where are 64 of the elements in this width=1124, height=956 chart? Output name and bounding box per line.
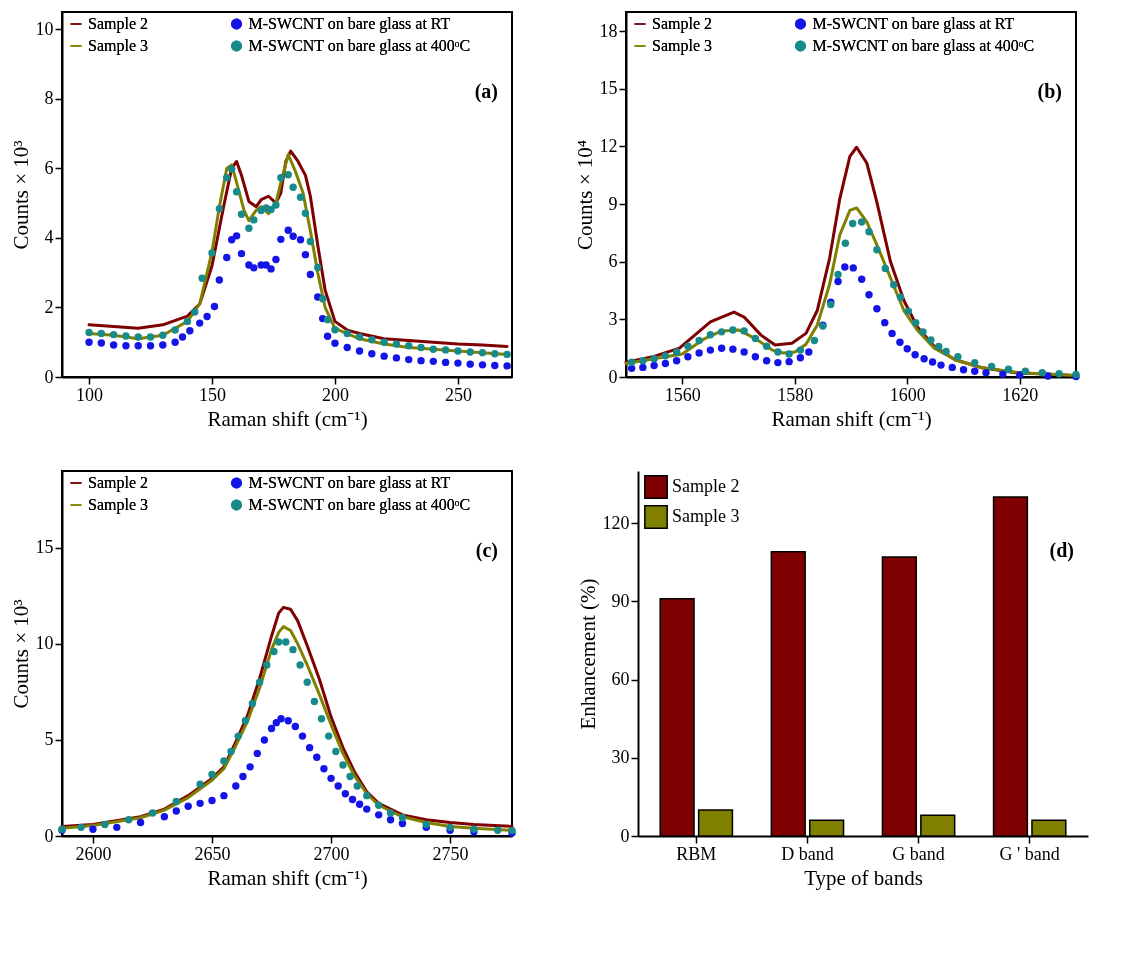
y-tick-label: 12 (599, 135, 618, 156)
x-axis-title: Type of bands (804, 865, 923, 890)
x-tick-label: D band (781, 843, 834, 864)
y-tick-label: 15 (599, 78, 618, 99)
x-tick-label: G ' band (999, 843, 1060, 864)
x-tick-label: 100 (76, 384, 104, 405)
x-tick-label: 2600 (75, 843, 112, 864)
x-tick-label: 1560 (664, 384, 701, 405)
legend-label: M-SWCNT on bare glass at RT (812, 15, 1015, 33)
legend-label: Sample 3 (88, 496, 148, 514)
y-tick-label: 6 (44, 157, 54, 178)
legend-label: Sample 2 (88, 15, 148, 33)
x-tick-label: RBM (676, 843, 717, 864)
annotation: (b) (1037, 80, 1062, 104)
legend-label: Sample 3 (652, 37, 712, 55)
legend-label: Sample 2 (88, 474, 148, 492)
legend-label: Sample 2 (652, 15, 712, 33)
y-tick-label: 8 (44, 88, 54, 109)
legend-label: M-SWCNT on bare glass at RT (248, 474, 451, 492)
y-tick-label: 5 (44, 729, 54, 750)
y-tick-label: 4 (44, 227, 54, 248)
x-axis-title: Raman shift (cm⁻¹) (207, 865, 368, 890)
y-tick-label: 60 (611, 669, 630, 690)
y-tick-label: 10 (35, 633, 54, 654)
y-tick-label: 90 (611, 590, 630, 611)
x-axis-title: Raman shift (cm⁻¹) (207, 406, 368, 431)
x-tick-label: 150 (199, 384, 226, 405)
x-tick-label: 1580 (777, 384, 814, 405)
y-tick-label: 120 (602, 512, 630, 533)
x-tick-label: 2700 (313, 843, 350, 864)
x-axis-title: Raman shift (cm⁻¹) (771, 406, 932, 431)
x-tick-label: 250 (444, 384, 472, 405)
x-tick-label: 2750 (432, 843, 469, 864)
legend-label: M-SWCNT on bare glass at 400ᵒC (248, 37, 471, 55)
legend-label: M-SWCNT on bare glass at 400ᵒC (812, 37, 1035, 55)
y-tick-label: 18 (599, 20, 618, 41)
y-tick-label: 3 (608, 308, 618, 329)
y-axis-title: Counts × 10³ (8, 599, 33, 709)
y-tick-label: 0 (44, 366, 54, 387)
x-tick-label: 200 (321, 384, 349, 405)
y-tick-label: 15 (35, 537, 54, 558)
annotation: (c) (475, 539, 498, 563)
y-tick-label: 9 (608, 193, 618, 214)
y-tick-label: 0 (620, 825, 630, 846)
x-tick-label: 1600 (889, 384, 926, 405)
y-tick-label: 10 (35, 18, 54, 39)
x-tick-label: 2650 (194, 843, 231, 864)
y-tick-label: 0 (608, 366, 618, 387)
x-tick-label: G band (892, 843, 945, 864)
y-tick-label: 30 (611, 747, 630, 768)
y-axis-title: Counts × 10⁴ (572, 139, 597, 251)
annotation: (d) (1049, 539, 1074, 563)
annotation: (a) (474, 80, 498, 104)
legend-label: Sample 3 (88, 37, 148, 55)
y-tick-label: 0 (44, 825, 54, 846)
y-axis-title: Enhancement (%) (575, 578, 600, 730)
legend-label: M-SWCNT on bare glass at RT (248, 15, 451, 33)
legend-label: Sample 2 (672, 476, 740, 496)
y-tick-label: 6 (608, 251, 618, 272)
y-axis-title: Counts × 10³ (8, 140, 33, 250)
legend-label: M-SWCNT on bare glass at 400ᵒC (248, 496, 471, 514)
x-tick-label: 1620 (1002, 384, 1039, 405)
y-tick-label: 2 (44, 296, 54, 317)
legend-label: Sample 3 (672, 506, 740, 526)
